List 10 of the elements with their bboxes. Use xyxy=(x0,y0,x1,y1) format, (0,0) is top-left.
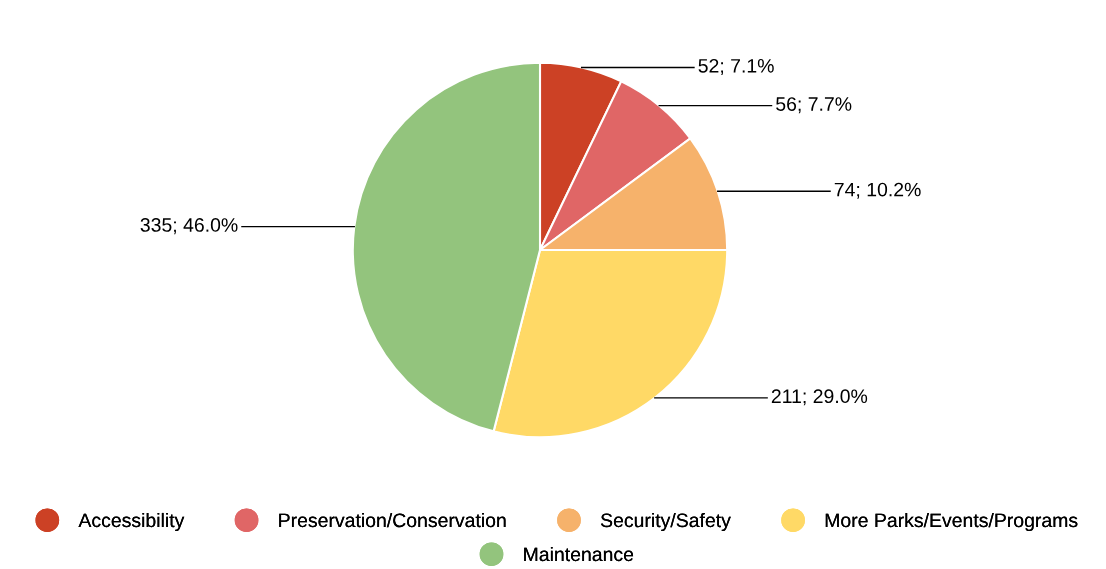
legend-label: Preservation/Conservation xyxy=(279,512,506,528)
data-label: 52; 7.1% xyxy=(698,58,774,76)
legend-label: More Parks/Events/Programs xyxy=(825,512,1078,532)
data-label: 74; 10.2% xyxy=(834,182,921,199)
data-label: 335; 46.0% xyxy=(140,218,238,235)
legend-label: Maintenance xyxy=(524,546,634,562)
legend-label: Accessibility xyxy=(78,512,185,532)
data-label: 211; 29.0% xyxy=(771,389,868,406)
legend-label: Security/Safety xyxy=(600,512,731,532)
data-label: 56; 7.7% xyxy=(776,97,852,114)
